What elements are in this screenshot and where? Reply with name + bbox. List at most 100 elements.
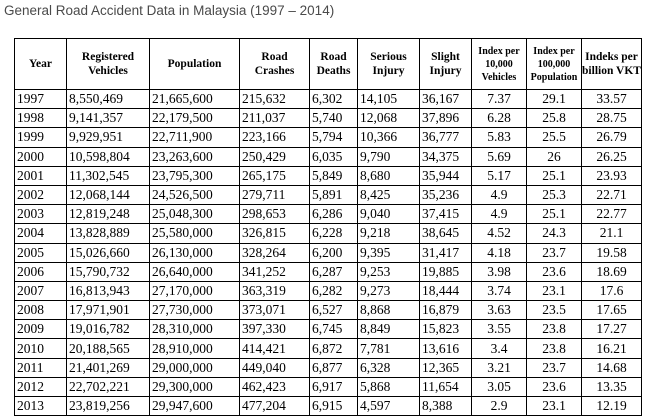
table-cell: 19,885 — [419, 261, 472, 282]
table-row: 1999 9,929,951 22,711,900 223,166 5,794 10,36… — [14, 127, 642, 148]
column-header-line: Index per — [478, 45, 520, 57]
column-header: Registered Vehicles — [66, 38, 150, 90]
column-header-line: Road — [261, 51, 288, 63]
table-cell: 6,200 — [309, 242, 358, 263]
table-cell: 22,711,900 — [149, 127, 240, 148]
table-cell: 29,000,000 — [149, 357, 240, 378]
table-cell: 5,868 — [357, 376, 420, 398]
table-cell: 23.5 — [526, 300, 582, 321]
table-cell: 29,300,000 — [149, 376, 240, 398]
table-header-row: Year Registered Vehicles Population Road Cras… — [14, 38, 642, 90]
table-cell: 23.7 — [526, 357, 582, 378]
table-cell: 449,040 — [239, 357, 310, 378]
table-cell: 2011 — [14, 357, 67, 378]
table-cell: 22.77 — [581, 204, 642, 225]
table-cell: 19.58 — [581, 242, 642, 263]
table-cell: 477,204 — [239, 395, 310, 416]
column-header-line: Road — [320, 51, 347, 63]
table-cell: 5,891 — [309, 184, 358, 206]
table-cell: 9,273 — [357, 280, 420, 302]
column-header-line: Population — [530, 71, 578, 83]
table-cell: 23.93 — [581, 165, 642, 186]
column-header-line: Year — [29, 58, 52, 70]
table-cell: 373,071 — [239, 300, 310, 321]
table-cell: 341,252 — [239, 261, 310, 282]
table-cell: 20,188,565 — [66, 338, 150, 359]
table-cell: 4.9 — [471, 184, 527, 206]
table-cell: 462,423 — [239, 376, 310, 398]
table-cell: 9,218 — [357, 223, 420, 244]
column-header: Slight Injury — [419, 38, 472, 90]
table-cell: 9,253 — [357, 261, 420, 282]
table-cell: 15,823 — [419, 319, 472, 340]
table-cell: 16,879 — [419, 300, 472, 321]
table-cell: 6,745 — [309, 319, 358, 340]
table-row: 2006 15,790,732 26,640,000 341,252 6,287 9,25… — [14, 261, 642, 282]
table-cell: 4.52 — [471, 223, 527, 244]
table-cell: 11,302,545 — [66, 165, 150, 186]
table-row: 1998 9,141,357 22,179,500 211,037 5,740 12,06… — [14, 108, 642, 129]
table-cell: 23,795,300 — [149, 165, 240, 186]
table-cell: 2010 — [14, 338, 67, 359]
table-cell: 3.55 — [471, 319, 527, 340]
table-cell: 3.05 — [471, 376, 527, 398]
column-header: Year — [14, 38, 67, 90]
table-cell: 28,310,000 — [149, 319, 240, 340]
table-cell: 22.71 — [581, 184, 642, 206]
table-cell: 33.57 — [581, 88, 642, 110]
table-cell: 28,910,000 — [149, 338, 240, 359]
table-row: 2008 17,971,901 27,730,000 373,071 6,527 8,86… — [14, 300, 642, 321]
table-cell: 6,328 — [357, 357, 420, 378]
table-cell: 6,877 — [309, 357, 358, 378]
column-header-line: 10,000 — [485, 58, 513, 70]
table-cell: 11,654 — [419, 376, 472, 398]
column-header-line: Vehicles — [88, 65, 128, 77]
table-row: 2007 16,813,943 27,170,000 363,319 6,282 9,27… — [14, 280, 642, 302]
table-cell: 27,170,000 — [149, 280, 240, 302]
accident-data-table-container: Year Registered Vehicles Population Road Cras… — [14, 38, 642, 416]
table-cell: 36,167 — [419, 88, 472, 110]
column-header-line: 100,000 — [537, 58, 571, 70]
column-header: Road Deaths — [309, 38, 358, 90]
table-cell: 215,632 — [239, 88, 310, 110]
table-cell: 26,130,000 — [149, 242, 240, 263]
column-header-line: Serious — [370, 51, 407, 63]
column-header: Index per 100,000 Population — [526, 38, 582, 90]
table-cell: 24,526,500 — [149, 184, 240, 206]
table-cell: 24.3 — [526, 223, 582, 244]
table-cell: 2003 — [14, 204, 67, 225]
table-cell: 2.9 — [471, 395, 527, 416]
table-cell: 23,819,256 — [66, 395, 150, 416]
table-cell: 8,680 — [357, 165, 420, 186]
table-cell: 23.6 — [526, 261, 582, 282]
table-cell: 23.1 — [526, 280, 582, 302]
table-row: 1997 8,550,469 21,665,600 215,632 6,302 14,10… — [14, 88, 642, 110]
table-cell: 2004 — [14, 223, 67, 244]
table-row: 2011 21,401,269 29,000,000 449,040 6,877 6,32… — [14, 357, 642, 378]
table-cell: 12,365 — [419, 357, 472, 378]
table-row: 2012 22,702,221 29,300,000 462,423 6,917 5,86… — [14, 376, 642, 398]
column-header-line: Indeks per — [585, 51, 638, 63]
column-header: Indeks per billion VKT — [581, 38, 642, 90]
table-cell: 14.68 — [581, 357, 642, 378]
table-cell: 7,781 — [357, 338, 420, 359]
table-row: 2009 19,016,782 28,310,000 397,330 6,745 8,84… — [14, 319, 642, 340]
table-cell: 26 — [526, 146, 582, 167]
table-cell: 14,105 — [357, 88, 420, 110]
table-cell: 2007 — [14, 280, 67, 302]
table-cell: 397,330 — [239, 319, 310, 340]
table-cell: 6,286 — [309, 204, 358, 225]
table-cell: 36,777 — [419, 127, 472, 148]
table-cell: 23.8 — [526, 319, 582, 340]
table-cell: 18,444 — [419, 280, 472, 302]
table-cell: 250,429 — [239, 146, 310, 167]
table-cell: 414,421 — [239, 338, 310, 359]
column-header-line: billion VKT — [582, 65, 641, 77]
table-cell: 29.1 — [526, 88, 582, 110]
table-cell: 13.35 — [581, 376, 642, 398]
table-cell: 38,645 — [419, 223, 472, 244]
table-cell: 22,702,221 — [66, 376, 150, 398]
table-cell: 6,282 — [309, 280, 358, 302]
table-cell: 10,598,804 — [66, 146, 150, 167]
table-cell: 6,915 — [309, 395, 358, 416]
